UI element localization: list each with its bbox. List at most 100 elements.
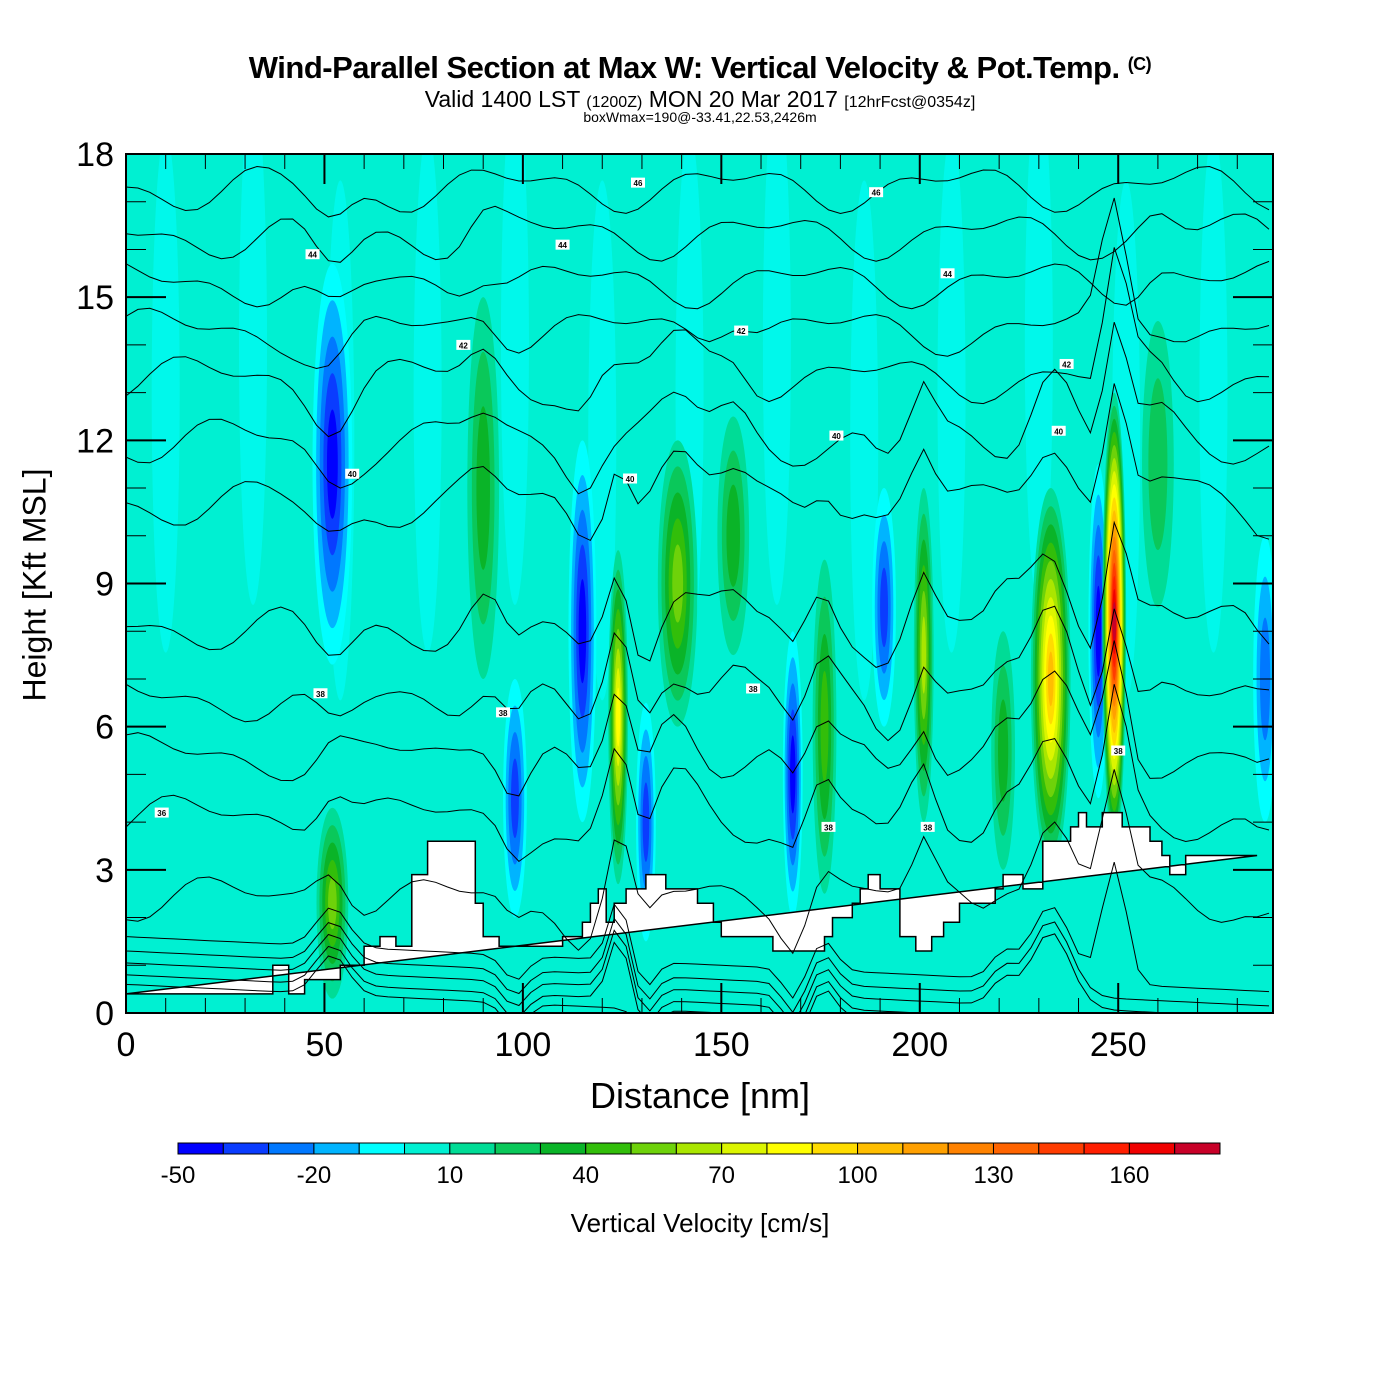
colorbar-swatch <box>1174 1142 1221 1155</box>
w-contour-fill <box>672 544 684 623</box>
contour-label-bg <box>1111 745 1126 756</box>
w-contour-fill <box>476 406 491 570</box>
contour-label: 38 <box>824 823 833 832</box>
contour-label-bg <box>154 807 169 818</box>
terrain-polygon <box>126 811 1258 995</box>
theta-contour-45 <box>126 205 1270 263</box>
contour-label: 46 <box>872 189 881 198</box>
contour-label-bg <box>345 468 360 479</box>
field-streak <box>762 154 791 605</box>
w-contour-fill <box>1148 378 1168 551</box>
w-contour-fill <box>790 735 796 814</box>
x-tick-label: 100 <box>495 1026 552 1064</box>
contour-label-bg <box>746 683 761 694</box>
colorbar-swatch <box>494 1142 541 1155</box>
y-tick-label: 3 <box>95 852 114 890</box>
box-wmax-info: boxWmax=190@-33.41,22.53,2426m <box>583 109 817 125</box>
contour-label-bg <box>496 707 511 718</box>
colorbar-swatch <box>1128 1142 1176 1155</box>
colorbar-swatch <box>222 1142 270 1155</box>
w-contour-fill <box>642 782 650 862</box>
colorbar-swatch <box>992 1142 1040 1155</box>
contour-label-bg <box>821 821 836 832</box>
x-tick-label: 50 <box>306 1026 344 1064</box>
contour-label: 40 <box>626 475 635 484</box>
colorbar-label: Vertical Velocity [cm/s] <box>570 1208 830 1238</box>
theta-contours <box>126 165 1270 1013</box>
w-contour-fill <box>1095 585 1102 677</box>
contour-label-bg <box>623 473 638 484</box>
w-feature <box>657 440 698 727</box>
y-tick-label: 9 <box>95 566 114 604</box>
w-contour-fill <box>328 877 337 930</box>
w-contour-fill <box>578 579 587 684</box>
y-axis-label: Height [Kft MSL] <box>16 468 53 702</box>
contour-label: 44 <box>558 241 567 250</box>
theta-contour-40 <box>126 383 1270 542</box>
theta-contour-31 <box>126 941 930 1013</box>
contour-label: 38 <box>499 709 508 718</box>
contour-label-bg <box>555 239 570 250</box>
w-feature <box>1142 321 1174 608</box>
w-feature <box>312 263 353 665</box>
w-feature <box>872 488 896 727</box>
colorbar-tick-label: 70 <box>708 1162 735 1189</box>
field-streak <box>500 154 529 605</box>
contour-label: 44 <box>308 251 317 260</box>
contour-label: 46 <box>634 179 643 188</box>
contour-label: 38 <box>749 685 758 694</box>
colorbar-swatch <box>721 1142 768 1155</box>
theta-contour-43 <box>126 197 1270 370</box>
contour-label-bg <box>734 325 749 336</box>
theta-contour-44 <box>126 260 1270 310</box>
contour-label: 44 <box>943 270 952 279</box>
colorbar-swatch <box>902 1142 949 1155</box>
colorbar-swatch <box>811 1142 859 1155</box>
contour-label-bg <box>456 339 471 350</box>
contour-label: 42 <box>1062 360 1071 369</box>
w-contour-fill <box>1047 651 1054 707</box>
valid-date: MON 20 Mar 2017 <box>648 86 838 112</box>
contour-label-bg <box>1051 425 1066 436</box>
y-tick-label: 0 <box>95 995 114 1033</box>
colorbar-swatch <box>313 1142 360 1155</box>
theta-contour-42 <box>126 247 1270 438</box>
contour-label: 40 <box>832 432 841 441</box>
y-tick-label: 6 <box>95 709 114 747</box>
theta-contour-32 <box>126 929 1178 1013</box>
contour-label: 40 <box>348 470 357 479</box>
y-tick-label: 18 <box>76 136 114 174</box>
theta-contour-37 <box>126 640 1270 797</box>
field-streak <box>239 154 267 605</box>
colorbar-swatch <box>539 1142 587 1155</box>
w-feature <box>782 631 803 918</box>
contour-label-bg <box>305 249 320 260</box>
valid-time-local: Valid 1400 LST <box>424 86 580 112</box>
w-feature <box>812 559 837 894</box>
x-tick-label: 150 <box>693 1026 750 1064</box>
w-feature <box>717 416 750 656</box>
w-feature <box>608 550 629 885</box>
colorbar-swatch <box>1038 1142 1085 1155</box>
w-contour-fill <box>880 567 889 648</box>
w-feature <box>991 631 1016 870</box>
w-contour-fill <box>510 758 519 839</box>
w-contour-fill <box>998 699 1009 802</box>
theta-contour-46 <box>126 165 1270 218</box>
w-contour-fill <box>326 409 338 519</box>
w-contour-fill <box>921 616 927 694</box>
colorbar-tick-label: -50 <box>161 1162 196 1189</box>
colorbar-swatch <box>449 1142 496 1155</box>
x-tick-label: 0 <box>117 1026 136 1064</box>
colorbar-tick-label: 100 <box>838 1162 878 1189</box>
contour-label: 38 <box>316 690 325 699</box>
w-feature <box>316 807 349 999</box>
theta-contour-39 <box>126 520 1270 668</box>
field-streak <box>413 154 442 653</box>
theta-contour-33 <box>126 917 1270 1013</box>
contour-label-bg <box>920 821 935 832</box>
contour-label-bg <box>869 187 884 198</box>
contour-labels: 46 46 44 44 44 42 42 42 40 40 40 40 38 38 38 36 38 38 38 <box>154 177 1126 832</box>
contour-label: 38 <box>1114 747 1123 756</box>
